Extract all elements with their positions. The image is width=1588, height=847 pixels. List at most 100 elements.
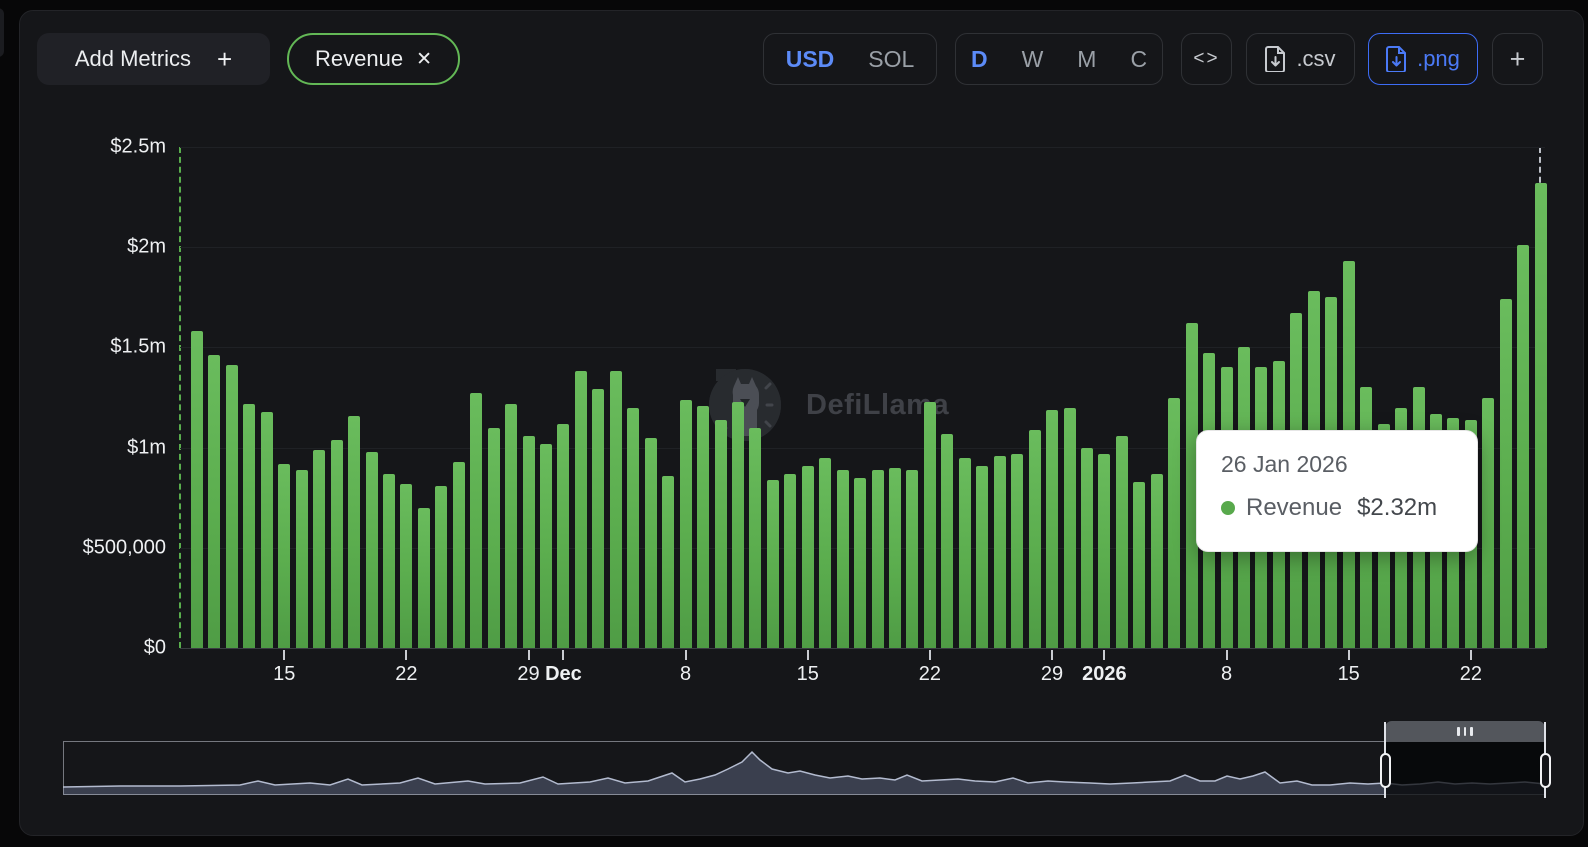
revenue-bar[interactable] <box>400 483 413 648</box>
revenue-bar[interactable] <box>1150 473 1163 648</box>
x-axis-tick <box>684 650 687 660</box>
embed-code-button[interactable]: <> <box>1181 33 1232 85</box>
interval-option-daily[interactable]: D <box>970 45 988 72</box>
revenue-bar[interactable] <box>889 467 901 648</box>
download-png-button[interactable]: .png <box>1368 33 1478 85</box>
revenue-bar[interactable] <box>697 405 710 648</box>
navigator-frame <box>63 741 1545 795</box>
currency-option-sol[interactable]: SOL <box>868 45 915 72</box>
revenue-bar[interactable] <box>313 449 326 648</box>
revenue-bar[interactable] <box>1046 409 1059 648</box>
revenue-bar[interactable] <box>731 401 744 648</box>
x-axis-tick-label: 2026 <box>1082 663 1127 685</box>
revenue-bar[interactable] <box>1534 183 1547 648</box>
revenue-bar[interactable] <box>574 371 587 648</box>
revenue-bar[interactable] <box>452 461 465 648</box>
interval-option-monthly[interactable]: M <box>1077 45 1097 72</box>
navigator-area-chart[interactable] <box>63 741 1545 795</box>
revenue-bar[interactable] <box>348 415 361 648</box>
interval-option-weekly[interactable]: W <box>1021 45 1044 72</box>
revenue-bar[interactable] <box>836 469 849 648</box>
currency-option-usd[interactable]: USD <box>785 45 835 72</box>
revenue-bar[interactable] <box>208 355 221 648</box>
navigator-drag-bar[interactable] <box>1385 721 1545 742</box>
x-axis-tick-label: 22 <box>395 663 418 685</box>
revenue-bar[interactable] <box>487 427 500 648</box>
revenue-bar[interactable] <box>1115 435 1128 648</box>
x-axis-tick <box>928 650 931 660</box>
revenue-bar[interactable] <box>714 419 727 648</box>
y-gridline <box>180 347 1545 349</box>
revenue-bar[interactable] <box>435 485 448 648</box>
x-axis-line <box>180 648 1545 649</box>
revenue-bar[interactable] <box>749 427 762 648</box>
revenue-bar[interactable] <box>470 393 483 648</box>
png-label: .png <box>1417 46 1460 71</box>
x-axis-tick-label: Dec <box>545 663 582 685</box>
revenue-bar[interactable] <box>1517 245 1530 648</box>
revenue-bar[interactable] <box>679 399 692 648</box>
revenue-bar[interactable] <box>644 437 657 648</box>
more-options-button[interactable]: + <box>1492 33 1543 85</box>
revenue-bar[interactable] <box>941 433 954 648</box>
revenue-bar[interactable] <box>592 389 605 648</box>
navigator-right-handle[interactable] <box>1539 753 1551 788</box>
metric-pill-revenue[interactable]: Revenue ✕ <box>287 33 460 85</box>
add-metrics-button[interactable]: Add Metrics + <box>37 33 270 85</box>
revenue-bar[interactable] <box>243 403 256 648</box>
revenue-bar[interactable] <box>801 465 814 648</box>
revenue-bar[interactable] <box>191 331 203 648</box>
interval-option-cumulative[interactable]: C <box>1130 45 1148 72</box>
revenue-bar[interactable] <box>766 479 779 648</box>
revenue-bar[interactable] <box>365 451 378 648</box>
x-axis-tick-label: 29 <box>1040 663 1064 685</box>
revenue-bar[interactable] <box>1133 481 1146 648</box>
revenue-bar[interactable] <box>958 457 971 648</box>
revenue-bar[interactable] <box>819 457 832 648</box>
revenue-bar[interactable] <box>1028 429 1041 648</box>
close-icon[interactable]: ✕ <box>416 48 432 70</box>
revenue-bar[interactable] <box>1098 453 1111 648</box>
revenue-bar[interactable] <box>627 407 640 648</box>
revenue-bar[interactable] <box>330 439 343 648</box>
revenue-bar[interactable] <box>557 423 570 648</box>
revenue-bar[interactable] <box>1063 407 1076 648</box>
revenue-bar[interactable] <box>871 469 884 648</box>
revenue-bar[interactable] <box>1011 453 1024 648</box>
png-file-icon <box>1386 46 1407 72</box>
revenue-bar[interactable] <box>1482 397 1495 648</box>
navigator-selection-window[interactable] <box>1385 742 1545 795</box>
revenue-bar[interactable] <box>662 475 675 648</box>
revenue-bar[interactable] <box>906 469 919 648</box>
revenue-bar[interactable] <box>976 465 989 648</box>
x-axis-tick-label: 15 <box>273 663 296 685</box>
revenue-bar[interactable] <box>1168 397 1181 648</box>
revenue-bar[interactable] <box>993 455 1006 648</box>
revenue-bar[interactable] <box>854 477 867 648</box>
revenue-bar[interactable] <box>260 411 273 648</box>
revenue-bar[interactable] <box>522 435 535 648</box>
revenue-bar[interactable] <box>505 403 518 648</box>
revenue-bar[interactable] <box>382 473 395 648</box>
revenue-bar[interactable] <box>609 371 622 648</box>
drag-handle-grip-icon <box>1463 727 1467 736</box>
revenue-bar[interactable] <box>923 401 936 648</box>
navigator-left-handle[interactable] <box>1379 753 1391 788</box>
download-csv-button[interactable]: .csv <box>1246 33 1355 85</box>
revenue-bar[interactable] <box>225 365 238 648</box>
x-axis-tick-label: 29 <box>517 663 540 685</box>
x-axis-tick <box>527 650 530 660</box>
revenue-bar[interactable] <box>540 443 552 648</box>
tooltip-series-label: Revenue <box>1246 494 1343 521</box>
revenue-bar[interactable] <box>784 473 797 648</box>
revenue-bar[interactable] <box>1499 299 1512 648</box>
revenue-bar[interactable] <box>417 507 430 648</box>
x-axis-tick <box>806 650 809 660</box>
revenue-bar[interactable] <box>1080 447 1093 648</box>
revenue-bar[interactable] <box>1185 323 1198 648</box>
revenue-bar[interactable] <box>295 469 308 648</box>
x-axis-tick <box>405 650 408 660</box>
revenue-bar[interactable] <box>278 463 291 648</box>
x-axis-tick-label: 22 <box>1459 663 1482 685</box>
